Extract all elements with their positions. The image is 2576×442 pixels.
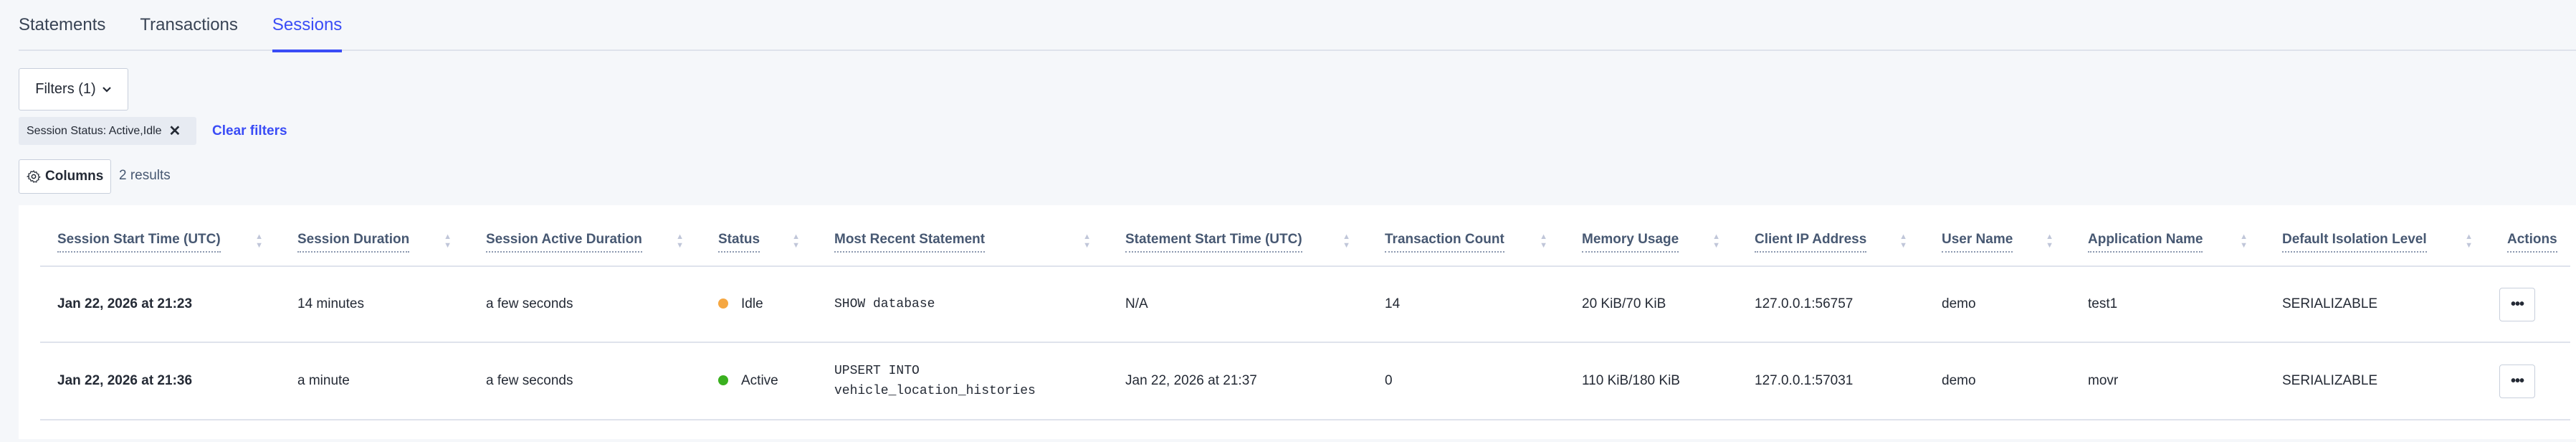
status-label: Active — [741, 373, 778, 388]
column-header[interactable]: Application Name ▲ ▼ — [2071, 205, 2265, 267]
sort-icon[interactable]: ▲ ▼ — [1083, 232, 1091, 250]
sort-icon[interactable]: ▲ ▼ — [1712, 232, 1720, 250]
cell-isolation: SERIALIZABLE — [2265, 342, 2490, 420]
sort-icon[interactable]: ▲ ▼ — [444, 232, 452, 250]
sort-icon[interactable]: ▲ ▼ — [1342, 232, 1350, 250]
clear-filters-link[interactable]: Clear filters — [212, 123, 287, 138]
column-header-label: Session Start Time (UTC) — [57, 232, 221, 253]
cell-start: Jan 22, 2026 at 21:23 — [40, 266, 280, 343]
sessions-table-card: Session Start Time (UTC) ▲ ▼ Session Durati… — [19, 205, 2576, 439]
cell-status: Idle — [701, 266, 817, 343]
cell-app: test1 — [2071, 266, 2265, 343]
sort-icon[interactable]: ▲ ▼ — [2046, 232, 2053, 250]
sort-icon[interactable]: ▲ ▼ — [1899, 232, 1907, 250]
cell-active-duration: a few seconds — [469, 342, 701, 420]
status-label: Idle — [741, 296, 763, 311]
column-header-label: Most Recent Statement — [834, 232, 986, 253]
tab-transactions[interactable]: Transactions — [140, 15, 238, 34]
cell-duration: 14 minutes — [280, 266, 469, 343]
column-header-label: Session Duration — [297, 232, 410, 253]
sort-icon[interactable]: ▲ ▼ — [1540, 232, 1547, 250]
column-header[interactable]: Session Active Duration ▲ ▼ — [469, 205, 701, 267]
column-header[interactable]: Most Recent Statement ▲ ▼ — [817, 205, 1108, 267]
close-icon[interactable]: ✕ — [168, 123, 181, 139]
column-header[interactable]: Session Duration ▲ ▼ — [280, 205, 469, 267]
column-header[interactable]: User Name ▲ ▼ — [1924, 205, 2071, 267]
column-header-label: Session Active Duration — [486, 232, 642, 253]
cell-txn-count: 0 — [1368, 342, 1565, 420]
filter-chip: Session Status: Active,Idle ✕ — [19, 117, 196, 145]
chevron-down-icon — [102, 86, 111, 93]
cell-statement-start: N/A — [1108, 266, 1368, 343]
cell-active-duration: a few seconds — [469, 266, 701, 343]
table-header: Session Start Time (UTC) ▲ ▼ Session Durati… — [40, 205, 2570, 267]
column-header[interactable]: Actions — [2490, 205, 2570, 267]
sort-icon[interactable]: ▲ ▼ — [2465, 232, 2473, 250]
column-header[interactable]: Transaction Count ▲ ▼ — [1368, 205, 1565, 267]
table-row: Jan 22, 2026 at 21:23 14 minutes a few sec… — [40, 266, 2570, 343]
cell-user: demo — [1924, 342, 2071, 420]
column-header-label: Default Isolation Level — [2282, 232, 2427, 253]
tab-bar: Statements Transactions Sessions — [19, 0, 2576, 52]
column-header[interactable]: Session Start Time (UTC) ▲ ▼ — [40, 205, 280, 267]
cell-app: movr — [2071, 342, 2265, 420]
cell-statement: UPSERT INTO vehicle_location_histories — [817, 342, 1108, 420]
cell-isolation: SERIALIZABLE — [2265, 266, 2490, 343]
columns-button[interactable]: Columns — [19, 159, 111, 194]
status-dot-icon — [718, 298, 728, 309]
cell-user: demo — [1924, 266, 2071, 343]
sessions-table: Session Start Time (UTC) ▲ ▼ Session Durati… — [40, 205, 2570, 420]
column-header-label: Client IP Address — [1755, 232, 1867, 253]
column-header-label: Statement Start Time (UTC) — [1125, 232, 1302, 253]
gear-icon — [27, 170, 41, 183]
cell-status: Active — [701, 342, 817, 420]
status-dot-icon — [718, 375, 728, 385]
filters-button[interactable]: Filters (1) — [19, 68, 128, 110]
tab-sessions[interactable]: Sessions — [272, 0, 343, 52]
column-header[interactable]: Memory Usage ▲ ▼ — [1565, 205, 1737, 267]
cell-txn-count: 14 — [1368, 266, 1565, 343]
cell-actions: ••• — [2490, 342, 2570, 420]
column-header[interactable]: Default Isolation Level ▲ ▼ — [2265, 205, 2490, 267]
cell-memory: 110 KiB/180 KiB — [1565, 342, 1737, 420]
more-actions-button[interactable]: ••• — [2499, 364, 2535, 398]
statement-text: UPSERT INTO vehicle_location_histories — [834, 364, 1036, 398]
column-header-label: User Name — [1942, 232, 2013, 253]
cell-actions: ••• — [2490, 266, 2570, 343]
sort-icon[interactable]: ▲ ▼ — [676, 232, 684, 250]
columns-label: Columns — [45, 169, 104, 184]
column-header-label: Status — [718, 232, 760, 253]
cell-client-ip: 127.0.0.1:57031 — [1737, 342, 1924, 420]
statement-text: SHOW database — [834, 297, 935, 311]
cell-start: Jan 22, 2026 at 21:36 — [40, 342, 280, 420]
column-header-label: Application Name — [2088, 232, 2203, 253]
cell-statement-start: Jan 22, 2026 at 21:37 — [1108, 342, 1368, 420]
tab-statements[interactable]: Statements — [19, 15, 106, 34]
sort-icon[interactable]: ▲ ▼ — [792, 232, 800, 250]
column-header-label: Memory Usage — [1582, 232, 1679, 253]
cell-duration: a minute — [280, 342, 469, 420]
column-header-label: Transaction Count — [1385, 232, 1504, 253]
cell-client-ip: 127.0.0.1:56757 — [1737, 266, 1924, 343]
sort-icon[interactable]: ▲ ▼ — [255, 232, 263, 250]
sort-icon[interactable]: ▲ ▼ — [2240, 232, 2248, 250]
column-header[interactable]: Client IP Address ▲ ▼ — [1737, 205, 1924, 267]
cell-memory: 20 KiB/70 KiB — [1565, 266, 1737, 343]
filter-chip-label: Session Status: Active,Idle — [27, 124, 162, 137]
results-count: 2 results — [119, 168, 171, 183]
column-header[interactable]: Statement Start Time (UTC) ▲ ▼ — [1108, 205, 1368, 267]
column-header[interactable]: Status ▲ ▼ — [701, 205, 817, 267]
cell-statement: SHOW database — [817, 266, 1108, 343]
more-actions-button[interactable]: ••• — [2499, 287, 2535, 321]
column-header-label: Actions — [2507, 232, 2557, 253]
table-row: Jan 22, 2026 at 21:36 a minute a few secon… — [40, 342, 2570, 420]
filters-label: Filters (1) — [35, 81, 96, 97]
